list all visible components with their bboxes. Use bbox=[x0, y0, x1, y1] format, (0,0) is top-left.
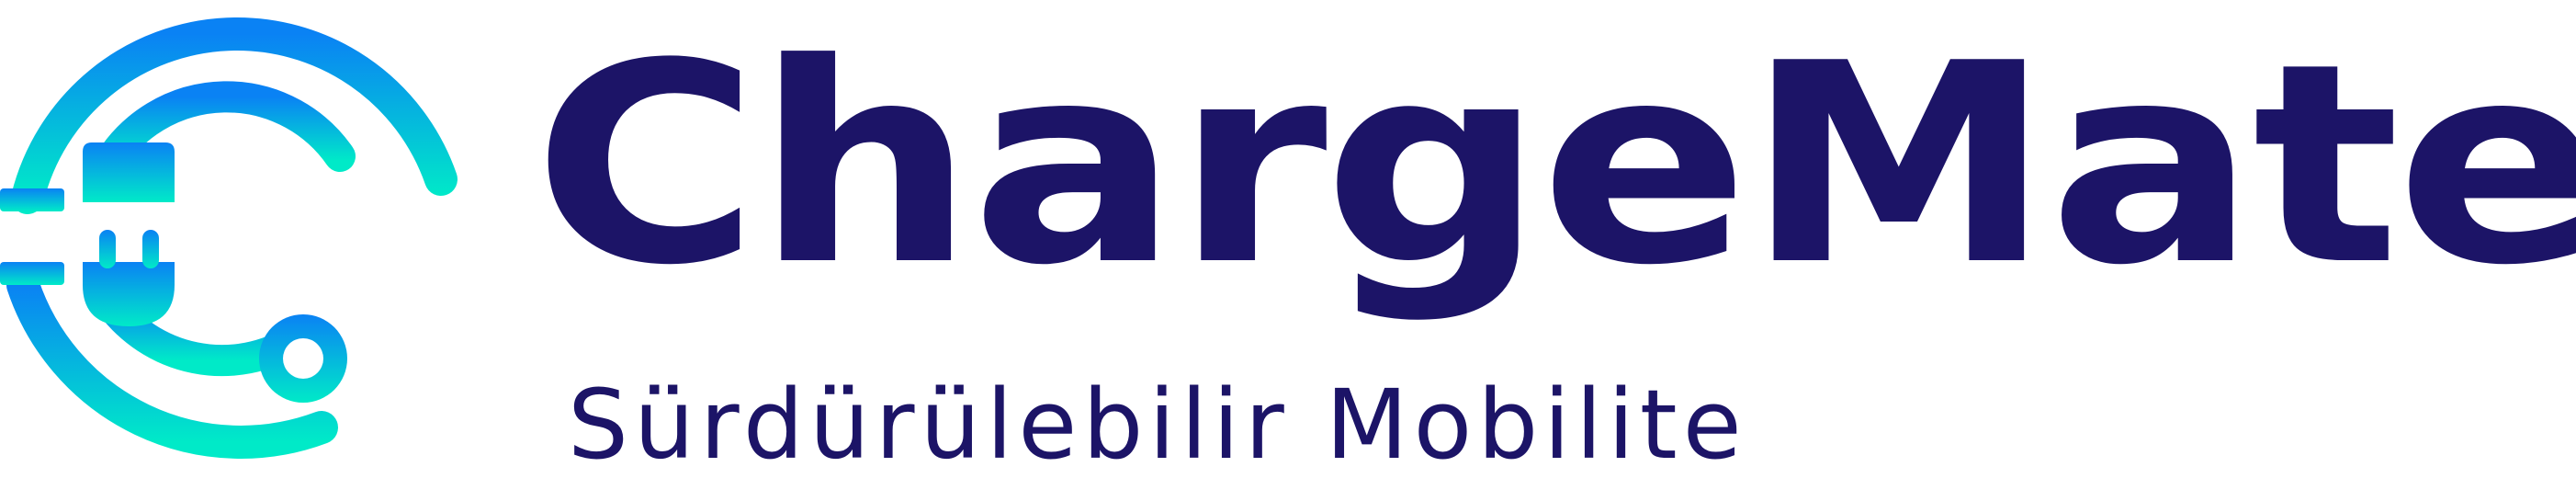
brand-name: ChargeMate bbox=[533, 5, 2576, 325]
charging-plug-c-logo-icon bbox=[0, 17, 458, 459]
brand-tagline: Sürdürülebilir Mobilite bbox=[568, 369, 1747, 481]
